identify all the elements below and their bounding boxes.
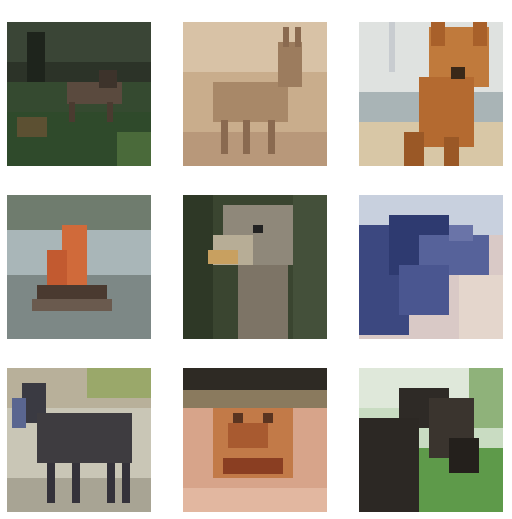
horse-image [7,368,151,512]
deer-image [183,22,327,166]
deer-image [7,22,151,166]
airplane-image [359,195,503,339]
bird-image [183,195,327,339]
ship-image [7,195,151,339]
horse-image [359,368,503,512]
dog-image [359,22,503,166]
frog-image [183,368,327,512]
